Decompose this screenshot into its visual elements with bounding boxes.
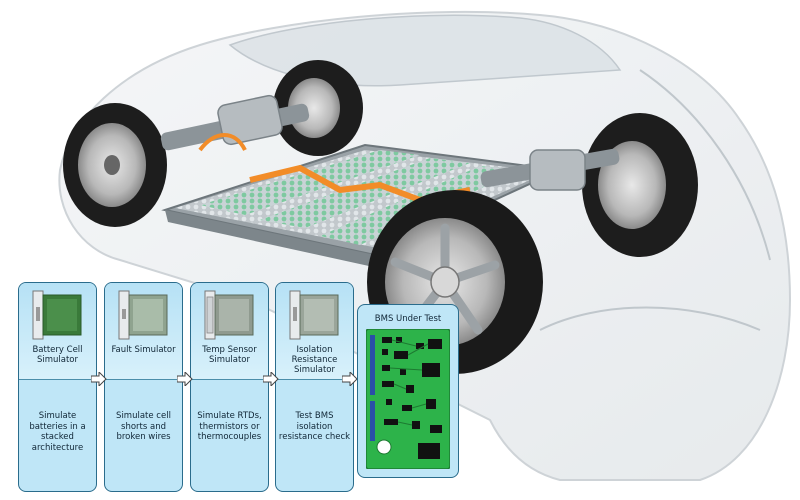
battery-pack [161, 143, 564, 268]
flow-step-title: Isolation Resistance Simulator [291, 345, 338, 375]
flow-step-title: Battery Cell Simulator [32, 345, 83, 365]
rear-left-wheel [63, 103, 167, 227]
circuit-board-icon [366, 329, 450, 469]
pxi-module-icon [118, 290, 168, 340]
flow-step-description: Test BMS isolation resistance check [278, 411, 351, 442]
flow-step-title: Fault Simulator [111, 345, 176, 355]
flow-arrow-icon [342, 372, 358, 386]
pxi-module-icon [32, 290, 82, 340]
flow-step-description: Simulate RTDs, thermistors or thermocoup… [197, 411, 262, 442]
front-axle-assembly [480, 148, 620, 191]
flow-step-divider [276, 379, 353, 380]
flow-arrow-icon [177, 372, 193, 386]
pxi-module-icon [289, 290, 339, 340]
flow-step-title: Temp Sensor Simulator [202, 345, 257, 365]
rear-right-wheel [273, 60, 363, 156]
rear-axle-assembly [160, 94, 310, 152]
flow-step-description: Simulate batteries in a stacked architec… [29, 411, 86, 453]
bms-title: BMS Under Test [374, 314, 442, 324]
flow-step-battery-cell-simulator: Battery Cell Simulator Simulate batterie… [18, 282, 97, 492]
flow-arrow-icon [263, 372, 279, 386]
flow-step-divider [19, 379, 96, 380]
flow-step-temp-sensor-simulator: Temp Sensor Simulator Simulate RTDs, the… [190, 282, 269, 492]
flow-step-divider [191, 379, 268, 380]
flow-arrow-icon [91, 372, 107, 386]
pxi-module-icon [204, 290, 254, 340]
flow-step-divider [105, 379, 182, 380]
flow-step-fault-simulator: Fault Simulator Simulate cell shorts and… [104, 282, 183, 492]
front-right-wheel [582, 113, 698, 257]
bms-under-test-panel: BMS Under Test [357, 304, 459, 478]
flow-step-description: Simulate cell shorts and broken wires [116, 411, 171, 442]
flow-step-isolation-resistance-simulator: Isolation Resistance Simulator Test BMS … [275, 282, 354, 492]
